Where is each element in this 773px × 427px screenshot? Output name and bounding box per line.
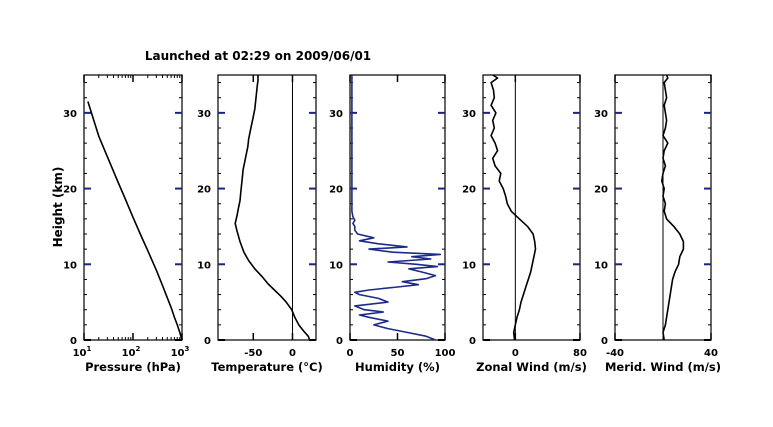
- y-tick-label: 10: [329, 260, 343, 271]
- x-tick-label: -40: [606, 348, 624, 359]
- y-tick-label: 0: [469, 336, 476, 347]
- plot-frame: [349, 74, 446, 341]
- y-tick-label: 20: [594, 185, 608, 196]
- pressure-profile-line: [87, 101, 183, 341]
- x-tick-label: -50: [244, 348, 262, 359]
- y-tick-label: 30: [197, 109, 211, 120]
- y-tick-label: 10: [462, 260, 476, 271]
- y-tick-label: 10: [197, 260, 211, 271]
- x-tick-label: 101: [73, 345, 92, 359]
- y-tick-label: 20: [462, 185, 476, 196]
- y-tick-label: 30: [329, 109, 343, 120]
- x-tick-label: 0: [289, 348, 296, 359]
- x-tick-label: 0: [512, 348, 519, 359]
- chart-title: Launched at 02:29 on 2009/06/01: [145, 49, 371, 63]
- x-tick-label: 102: [122, 345, 141, 359]
- y-tick-label: 30: [462, 109, 476, 120]
- x-axis-label: Merid. Wind (m/s): [605, 360, 721, 374]
- temperature-profile-line: [234, 75, 311, 341]
- x-tick-label: 0: [347, 348, 354, 359]
- humidity-profile-line: [351, 75, 442, 341]
- plot-frame: [83, 74, 183, 341]
- y-tick-label: 0: [204, 336, 211, 347]
- y-tick-label: 30: [63, 109, 77, 120]
- zonal-profile-line: [490, 74, 537, 341]
- plot-frame: [482, 74, 581, 341]
- x-tick-label: 103: [171, 345, 190, 359]
- y-tick-label: 0: [336, 336, 343, 347]
- y-axis-label: Height (km): [51, 167, 65, 248]
- x-tick-label: 40: [704, 348, 718, 359]
- y-tick-label: 10: [63, 260, 77, 271]
- x-axis-label: Pressure (hPa): [85, 360, 181, 374]
- y-tick-label: 20: [329, 185, 343, 196]
- x-tick-label: 100: [435, 348, 456, 359]
- plot-frame: [217, 74, 317, 341]
- y-tick-label: 20: [197, 185, 211, 196]
- y-tick-label: 30: [594, 109, 608, 120]
- meridional-profile-line: [660, 74, 685, 341]
- y-tick-label: 20: [63, 185, 77, 196]
- x-tick-label: 50: [391, 348, 405, 359]
- x-tick-label: 80: [573, 348, 587, 359]
- y-tick-label: 10: [594, 260, 608, 271]
- y-tick-label: 0: [601, 336, 608, 347]
- y-tick-label: 0: [70, 336, 77, 347]
- x-axis-label: Zonal Wind (m/s): [476, 360, 587, 374]
- x-axis-label: Temperature (°C): [211, 360, 322, 374]
- x-axis-label: Humidity (%): [355, 360, 440, 374]
